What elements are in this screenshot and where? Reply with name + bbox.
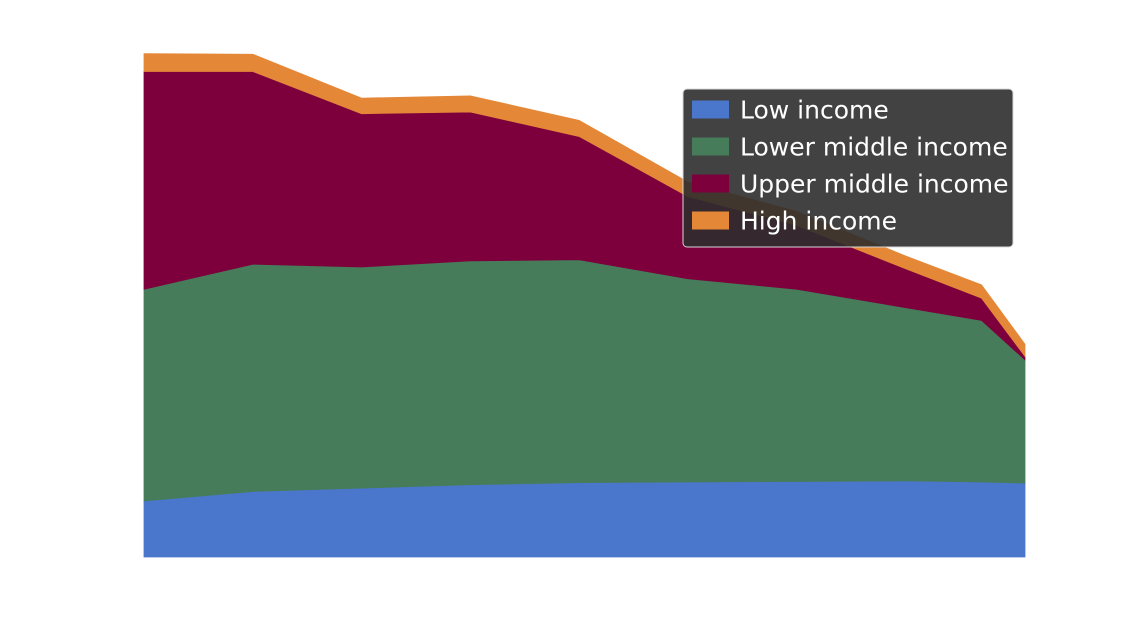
legend-swatch-high-income bbox=[692, 211, 729, 230]
area-high-income bbox=[143, 53, 1026, 358]
legend-label-high-income: High income bbox=[740, 207, 897, 236]
legend-box bbox=[682, 88, 1014, 248]
legend-swatch-upper-middle-income bbox=[692, 174, 729, 193]
legend: Low income Lower middle income Upper middl… bbox=[682, 88, 1014, 248]
legend-swatch-lower-middle-income bbox=[692, 137, 729, 156]
legend-label-low-income: Low income bbox=[740, 96, 889, 125]
legend-swatch-low-income bbox=[692, 100, 729, 119]
legend-label-upper-middle-income: Upper middle income bbox=[740, 170, 1009, 199]
area-low-income bbox=[143, 480, 1026, 558]
legend-label-lower-middle-income: Lower middle income bbox=[740, 133, 1008, 162]
areas-layer bbox=[143, 53, 1026, 558]
